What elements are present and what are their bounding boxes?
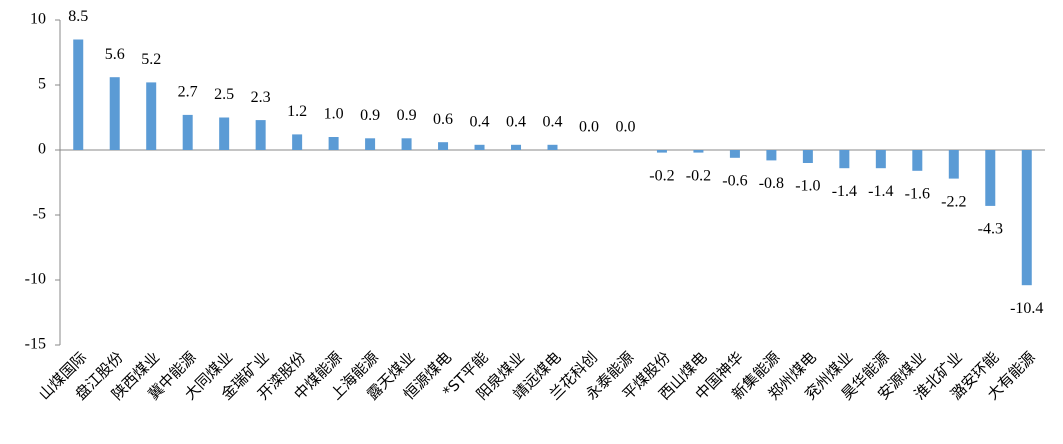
bar [948,150,959,179]
data-label: 2.5 [214,86,234,103]
bar [474,144,485,150]
bar [912,150,923,171]
bar [146,82,157,150]
bar [401,138,412,150]
data-label: 0.4 [543,113,563,130]
data-label: -4.3 [978,221,1003,238]
y-tick-label: 0 [38,141,46,158]
bar [1021,150,1032,286]
bar [109,77,120,150]
data-label: 0.4 [470,113,490,130]
data-label: -2.2 [941,193,966,210]
y-tick-label: -10 [25,271,46,288]
bar [182,114,193,150]
data-label: -1.4 [868,183,893,200]
y-tick-label: -15 [25,336,46,353]
data-label: -0.2 [686,167,711,184]
bar [255,120,266,150]
data-label: 2.7 [178,84,198,101]
bar [875,150,886,169]
bar [73,39,84,150]
y-tick-label: -5 [33,206,46,223]
data-label: 0.6 [433,111,453,128]
bar [328,137,339,150]
bar [693,150,704,153]
data-label: 0.0 [579,119,599,136]
data-label: 8.5 [68,8,88,25]
data-label: -10.4 [1010,300,1043,317]
data-label: 5.6 [105,46,125,63]
data-label: -1.4 [832,183,857,200]
data-label: 2.3 [251,89,271,106]
data-label: -0.8 [759,175,784,192]
data-label: 0.4 [506,113,526,130]
bar [802,150,813,163]
y-tick-label: 10 [30,11,46,28]
bar [365,138,376,150]
bar [292,134,303,150]
data-label: -0.6 [722,172,747,189]
data-label: 1.2 [287,103,307,120]
bar [656,150,667,153]
bar [766,150,777,161]
data-label: 0.9 [360,107,380,124]
data-label: 0.9 [397,107,417,124]
data-label: -0.2 [649,167,674,184]
bar [729,150,740,158]
bar [219,117,230,150]
data-label: 5.2 [141,51,161,68]
data-label: 1.0 [324,106,344,123]
y-tick-label: 5 [38,76,46,93]
bar [985,150,996,206]
bar [547,144,558,150]
data-label: -1.6 [905,185,930,202]
data-label: -1.0 [795,178,820,195]
bar [511,144,522,150]
bar [438,142,449,150]
bar [839,150,850,169]
data-label: 0.0 [615,119,635,136]
